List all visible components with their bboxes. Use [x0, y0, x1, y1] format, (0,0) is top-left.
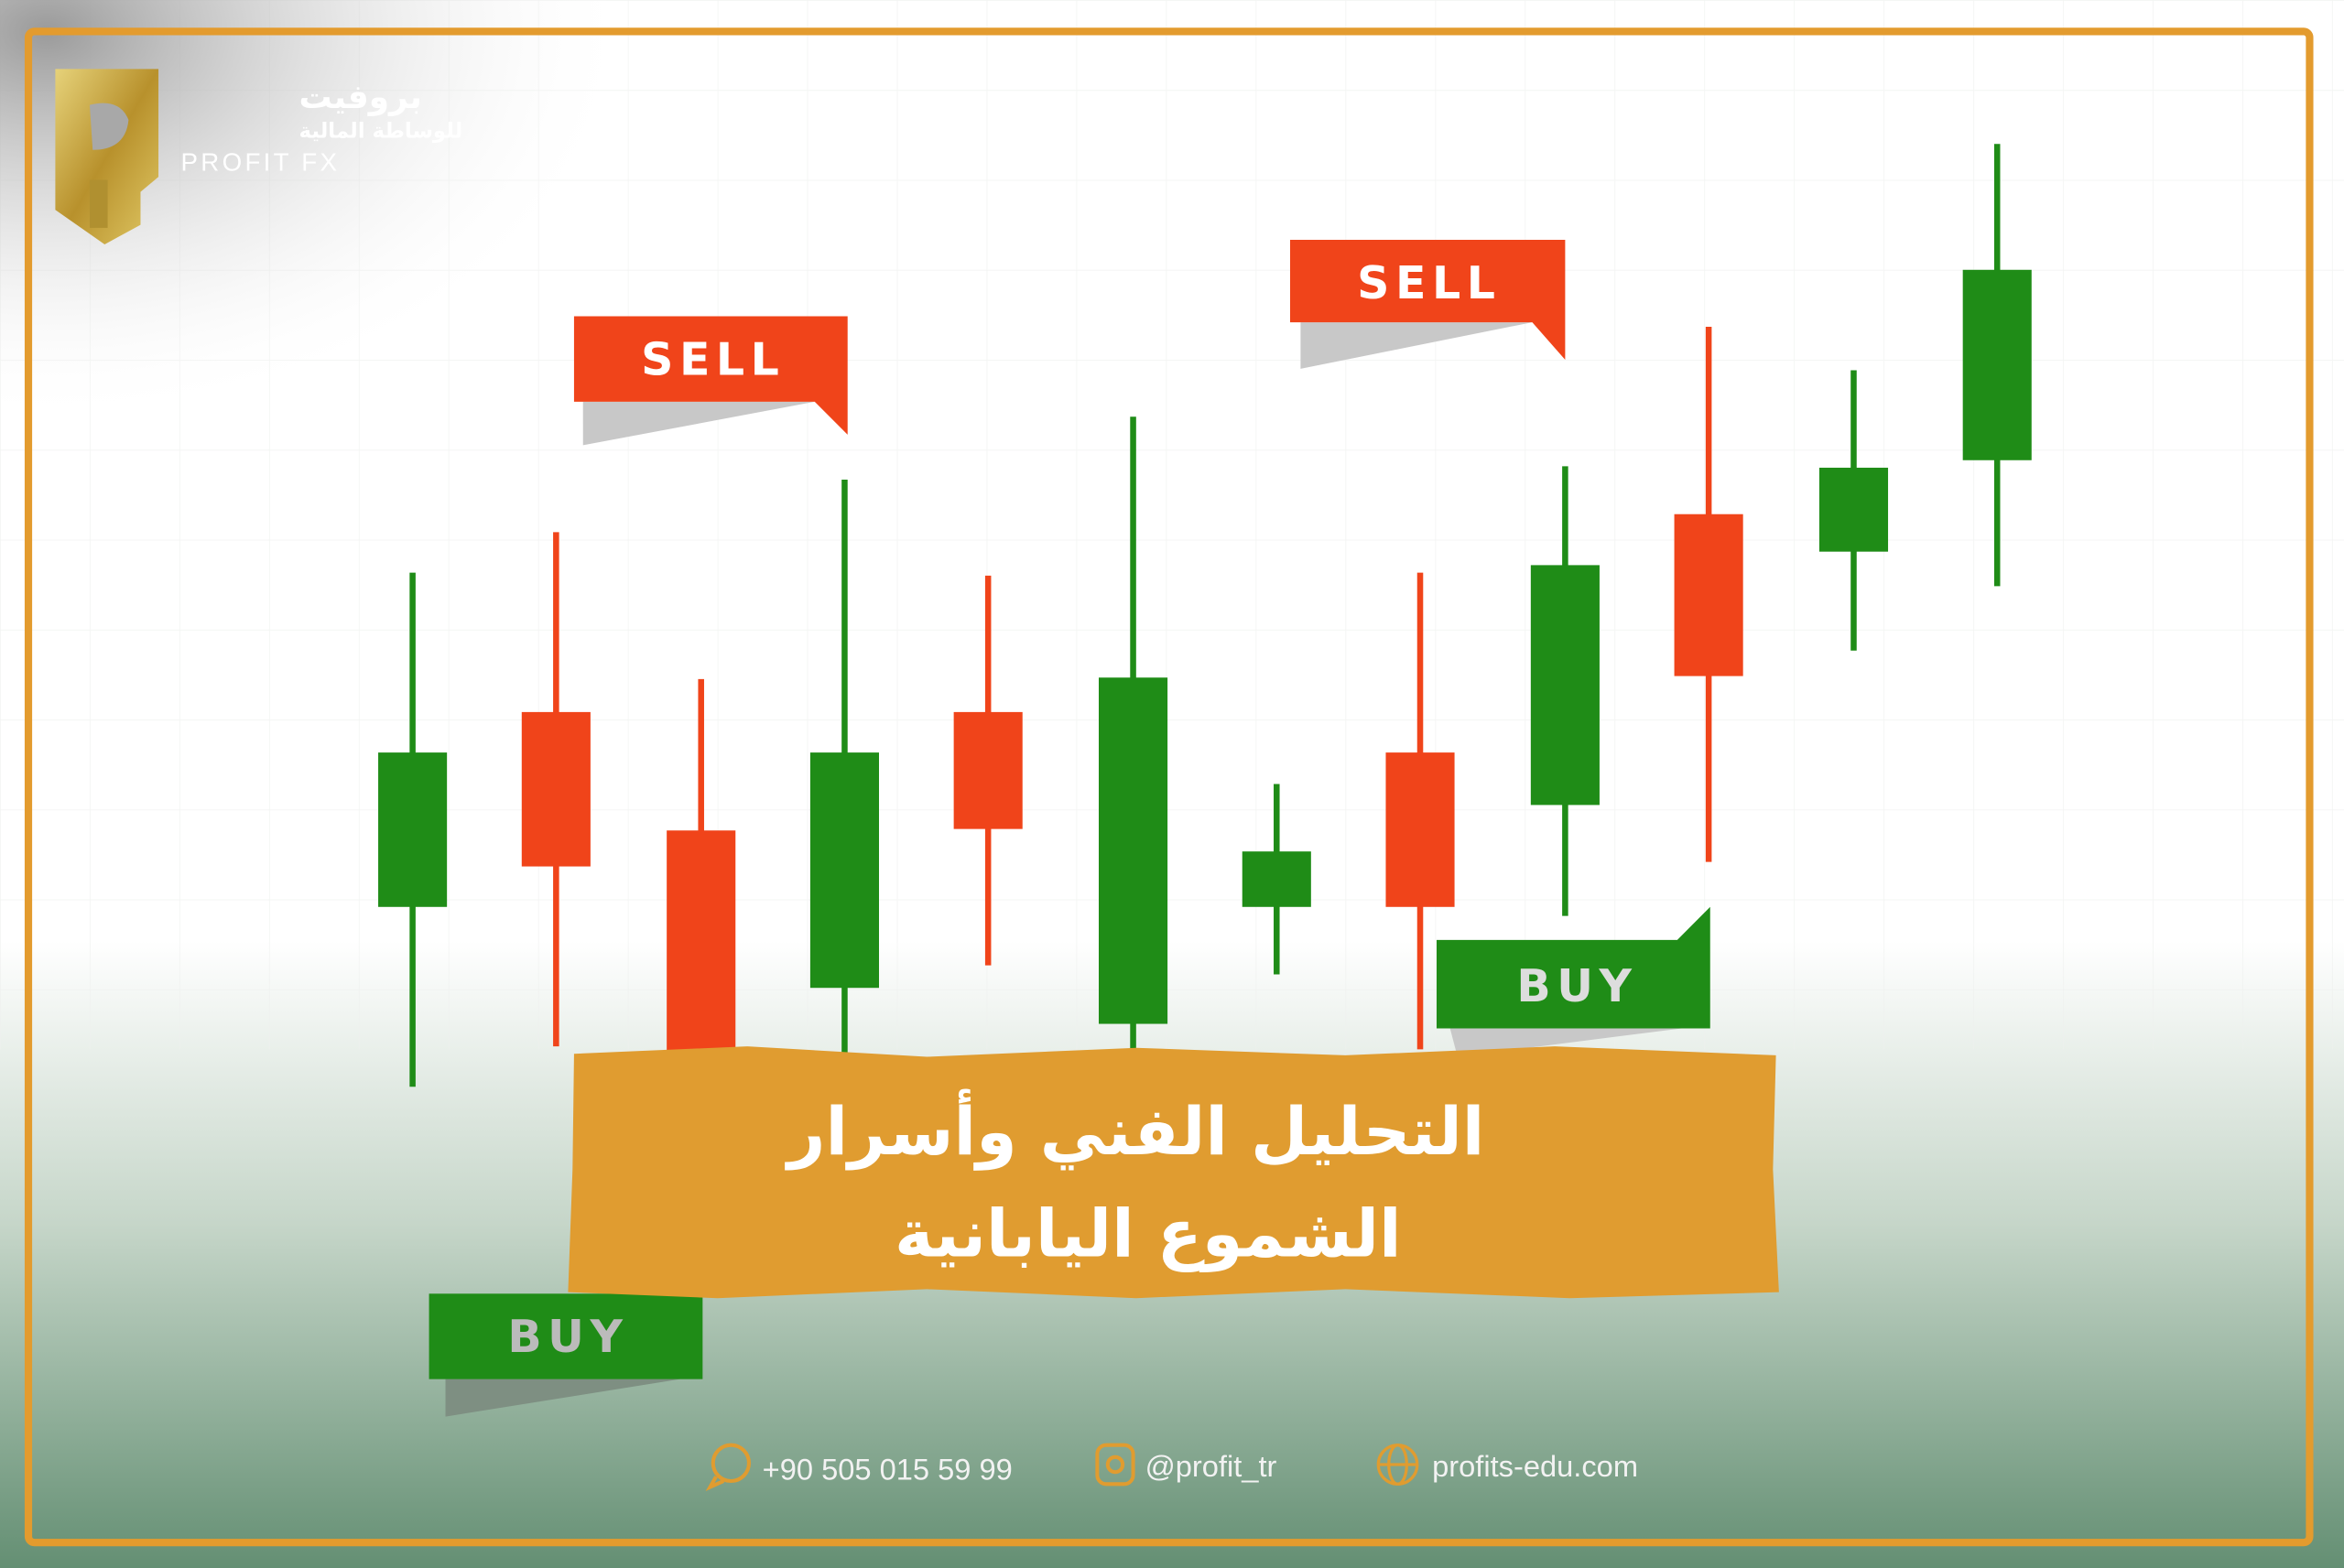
candle-bear — [1385, 572, 1455, 1050]
instagram-icon — [1095, 1443, 1135, 1487]
phone-link[interactable]: +90 505 015 59 99 — [763, 1452, 1013, 1486]
brand-name-en: PROFIT FX — [181, 148, 341, 177]
candle-bull — [809, 480, 879, 1057]
title-banner: التحليل الفني وأسرار الشموع اليابانية — [568, 1046, 1779, 1299]
sell-tag: SELL — [573, 316, 848, 446]
candle-bull — [1242, 784, 1311, 975]
sell-tag: SELL — [1289, 240, 1566, 369]
title-line-1: التحليل الفني وأسرار — [785, 1088, 1484, 1171]
whatsapp-icon — [705, 1443, 751, 1491]
brand-subtitle-ar: للوساطة المالية — [299, 120, 463, 144]
svg-text:BUY: BUY — [1516, 959, 1637, 1012]
svg-text:SELL: SELL — [641, 332, 785, 385]
globe-icon — [1376, 1444, 1419, 1486]
svg-text:BUY: BUY — [507, 1310, 628, 1363]
candle-bear — [953, 575, 1023, 966]
frame-border — [24, 27, 2314, 1547]
website-link[interactable]: profits-edu.com — [1432, 1449, 1638, 1483]
logo-mark — [55, 69, 159, 244]
candle-bear — [521, 532, 591, 1047]
candle-bull — [1818, 370, 1889, 651]
logo: بروفيت للوساطة المالية PROFIT FX — [55, 69, 462, 244]
candle-bull — [378, 572, 448, 1087]
candle-bull — [1962, 144, 2032, 587]
svg-text:SELL: SELL — [1357, 256, 1501, 309]
title-line-2: الشموع اليابانية — [895, 1195, 1402, 1272]
candle-bull — [1530, 466, 1600, 916]
candle-bull — [1099, 416, 1168, 1050]
candle-bear — [667, 678, 736, 1065]
brand-name-ar: بروفيت — [299, 79, 422, 116]
candlesticks — [378, 144, 2032, 1087]
instagram-link[interactable]: @profit_tr — [1145, 1449, 1277, 1483]
candle-bear — [1674, 327, 1743, 862]
footer-contacts: +90 505 015 59 99 @profit_tr profits-edu… — [705, 1443, 1638, 1491]
buy-tag: BUY — [1436, 906, 1710, 1057]
